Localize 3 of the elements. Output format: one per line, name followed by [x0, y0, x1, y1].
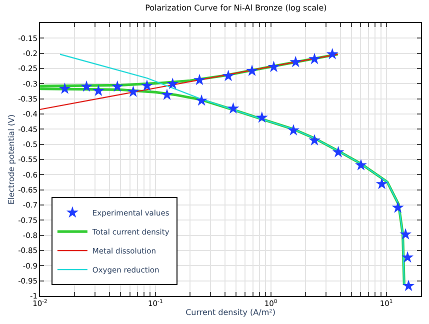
x-axis-title: Current density (A/m²) [186, 308, 276, 318]
y-axis-title: Electrode potential (V) [6, 114, 16, 205]
chart-title: Polarization Curve for Ni-Al Bronze (log scale) [145, 3, 327, 12]
